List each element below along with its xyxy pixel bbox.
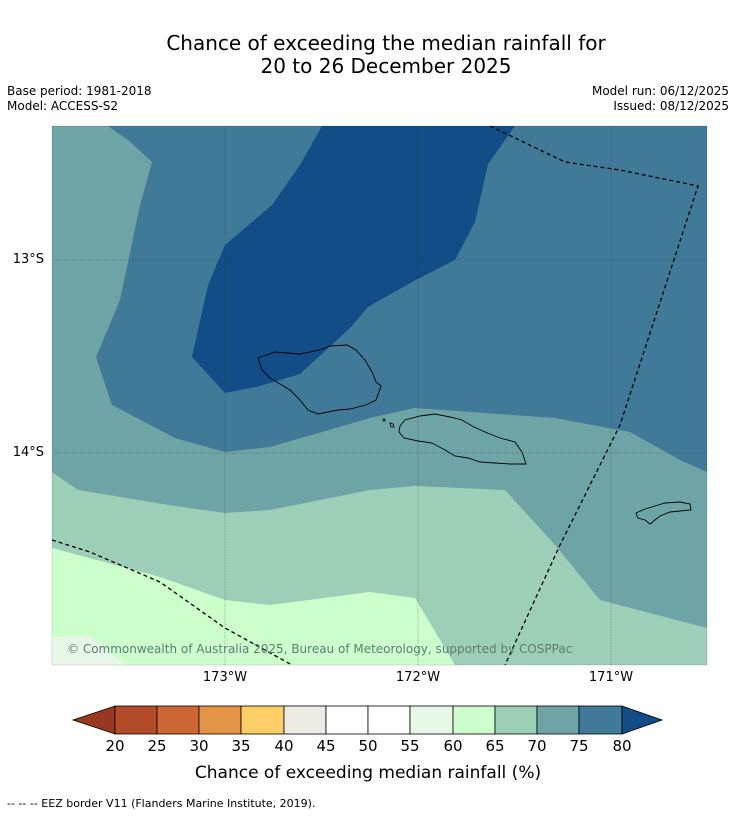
colorbar-bin-75-80 [578,705,623,735]
model-name: Model: ACCESS-S2 [7,99,119,113]
colorbar-tick: 30 [189,737,209,755]
issued-date: Issued: 08/12/2025 [613,99,729,113]
map-title: Chance of exceeding the median rainfall … [0,32,736,78]
colorbar-under-arrow [71,705,116,735]
upolu-island [398,413,527,465]
title-line-1: Chance of exceeding the median rainfall … [166,31,606,55]
colorbar-tick: 80 [612,737,632,755]
lat-label-13s: 13°S [12,252,44,267]
colorbar-tick: 45 [316,737,336,755]
tutuila-island [635,501,692,525]
lon-label-173w: 173°W [202,670,248,685]
colorbar-bin-50-55 [367,705,411,735]
title-line-2: 20 to 26 December 2025 [260,54,512,78]
colorbar-bin-70-75 [536,705,580,735]
colorbar-tick: 55 [400,737,420,755]
colorbar-tick: 75 [569,737,589,755]
meta-right: Model run: 06/12/2025 Issued: 08/12/2025 [592,84,729,114]
lon-label-171w: 171°W [588,670,634,685]
model-run: Model run: 06/12/2025 [591,84,729,98]
colorbar-bin-35-40 [240,705,285,735]
colorbar-tick: 25 [147,737,167,755]
eez-border [52,126,699,665]
colorbar-tick: 50 [358,737,378,755]
colorbar-bin-45-50 [325,705,369,735]
savaii-island [257,344,382,415]
colorbar-tick: 20 [105,737,125,755]
colorbar-bin-60-65 [452,705,496,735]
lon-label-172w: 172°W [395,670,441,685]
colorbar-bin-25-30 [156,705,200,735]
eez-border-east [489,126,699,665]
colorbar-bin-65-70 [494,705,538,735]
colorbar [71,705,664,735]
colorbar-tick: 70 [527,737,547,755]
colorbar-bin-40-45 [283,705,327,735]
colorbar-bin-20-25 [114,705,158,735]
colorbar-over-arrow [621,705,664,735]
colorbar-tick: 60 [443,737,463,755]
lat-label-14s: 14°S [12,445,44,460]
colorbar-label: Chance of exceeding median rainfall (%) [194,763,542,783]
zone-above-80 [192,126,515,393]
colorbar-tick: 40 [274,737,294,755]
zone-55-60 [52,636,125,665]
colorbar-tick: 35 [231,737,251,755]
colorbar-bin-30-35 [198,705,242,735]
colorbar-bin-55-60 [409,705,454,735]
manono-islets [382,418,395,428]
colorbar-tick: 65 [485,737,505,755]
meta-left: Base period: 1981-2018 Model: ACCESS-S2 [7,84,152,114]
map-frame [51,125,708,666]
map-panel [52,126,707,665]
copyright-notice: © Commonwealth of Australia 2025, Bureau… [67,642,573,656]
eez-footnote: -- -- -- EEZ border V11 (Flanders Marine… [7,797,316,810]
base-period: Base period: 1981-2018 [7,84,152,98]
